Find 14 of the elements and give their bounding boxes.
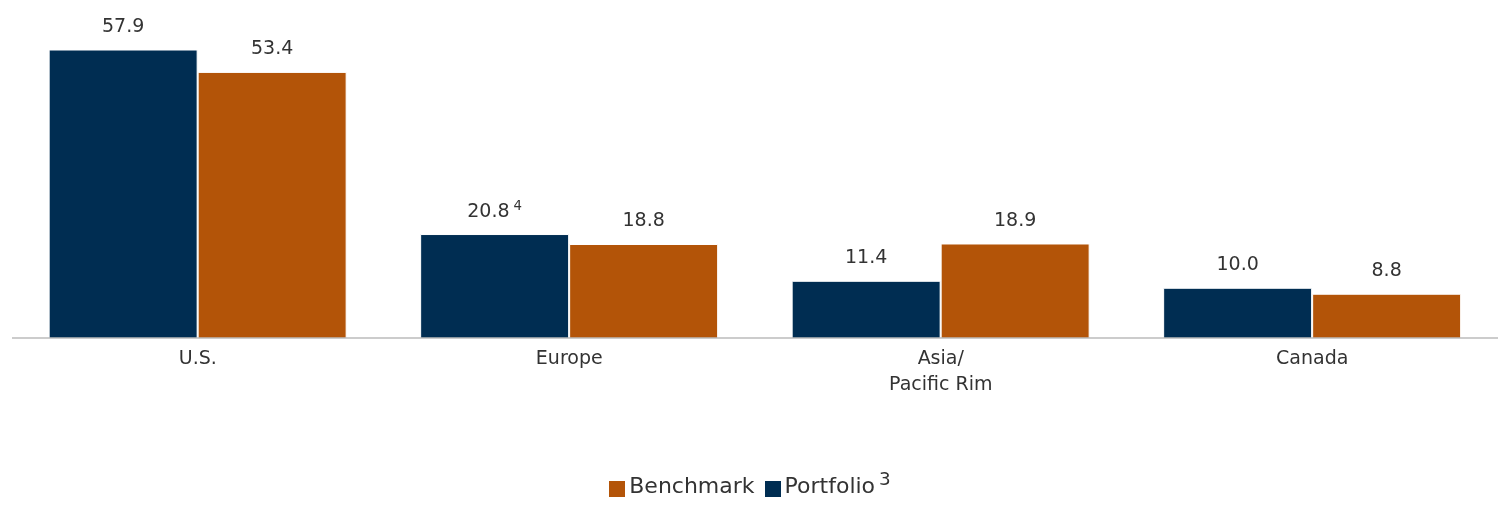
x-tick-label: Canada xyxy=(1276,346,1349,368)
data-label: 20.8$^{4}$ xyxy=(467,197,523,221)
legend-label: Portfolio$^{3}$ xyxy=(784,468,891,499)
x-tick-label: Asia/ Pacific Rim xyxy=(889,346,993,394)
x-tick-label: Europe xyxy=(535,346,603,368)
data-label: 18.8 xyxy=(622,208,665,231)
data-label: 57.9 xyxy=(101,14,145,36)
data-label: 18.9 xyxy=(993,207,1037,230)
legend-label: Benchmark xyxy=(629,473,755,499)
data-label: 8.8 xyxy=(1371,258,1402,281)
data-label: 11.4 xyxy=(844,245,888,268)
data-label: 10.0 xyxy=(1216,252,1259,275)
data-label: 53.4 xyxy=(250,36,294,59)
x-tick-label: U.S. xyxy=(178,346,217,368)
